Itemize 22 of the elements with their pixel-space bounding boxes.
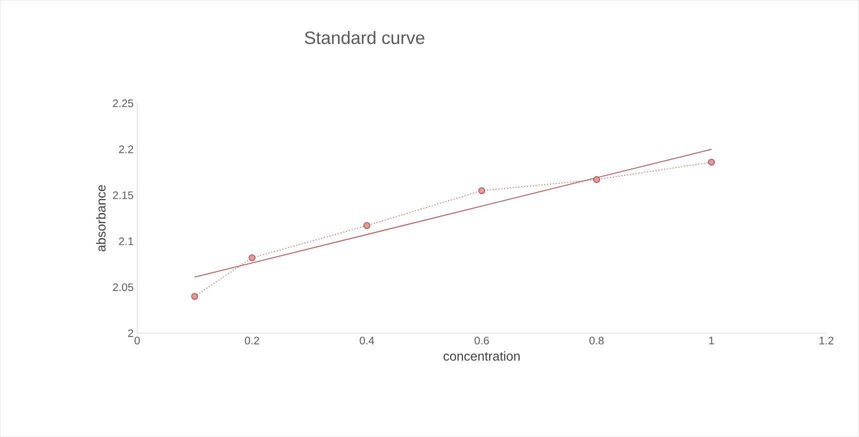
chart-title: Standard curve xyxy=(304,31,424,44)
x-axis-title: concentration xyxy=(444,351,520,361)
point xyxy=(191,293,198,300)
x-tick-label: 0.2 xyxy=(244,336,260,345)
y-tick-label: 2.15 xyxy=(112,192,134,200)
point xyxy=(593,176,600,184)
y-axis-title: absorbance xyxy=(96,185,106,252)
x-tick-label: 0.4 xyxy=(360,336,374,345)
point xyxy=(708,158,715,166)
x-tick-label: 0.8 xyxy=(589,336,604,345)
y-tick-label: 2.25 xyxy=(112,100,134,108)
x-tick-label: 0.6 xyxy=(474,336,489,345)
y-tick-label: 2.05 xyxy=(112,283,134,292)
y-tick-label: 2.1 xyxy=(119,238,134,246)
x-tick-label: 1.2 xyxy=(820,336,834,344)
point xyxy=(478,187,486,194)
x-tick-label: 0 xyxy=(134,336,140,345)
x-tick-label: 1 xyxy=(709,336,714,344)
y-tick-label: 2.2 xyxy=(119,146,134,154)
y-tick-label: 2 xyxy=(128,330,134,338)
point xyxy=(248,254,256,262)
point xyxy=(363,222,370,230)
